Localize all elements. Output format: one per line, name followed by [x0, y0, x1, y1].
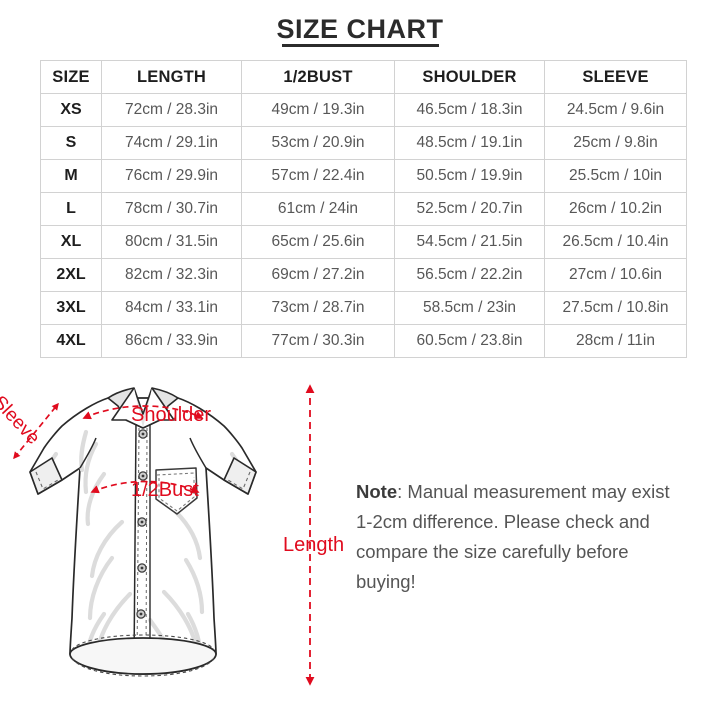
cell-half-bust: 53cm / 20.9in — [241, 126, 395, 160]
size-chart-table: SIZE LENGTH 1/2BUST SHOULDER SLEEVE XS 7… — [40, 60, 687, 358]
label-length: Length — [283, 534, 345, 556]
cell-size: 3XL — [40, 291, 102, 325]
table-header-row: SIZE LENGTH 1/2BUST SHOULDER SLEEVE — [40, 60, 687, 94]
cell-size: XL — [40, 225, 102, 259]
measurement-note: Note: Manual measurement may exist 1-2cm… — [356, 477, 686, 597]
cell-length: 84cm / 33.1in — [101, 291, 242, 325]
cell-sleeve: 26.5cm / 10.4in — [544, 225, 687, 259]
table-row: S 74cm / 29.1in 53cm / 20.9in 48.5cm / 1… — [40, 126, 687, 160]
cell-sleeve: 26cm / 10.2in — [544, 192, 687, 226]
title-underline — [282, 44, 439, 47]
cell-half-bust: 61cm / 24in — [241, 192, 395, 226]
cell-size: S — [40, 126, 102, 160]
column-header-sleeve: SLEEVE — [544, 60, 687, 94]
cell-sleeve: 27cm / 10.6in — [544, 258, 687, 292]
cell-length: 72cm / 28.3in — [101, 93, 242, 127]
cell-size: M — [40, 159, 102, 193]
cell-length: 78cm / 30.7in — [101, 192, 242, 226]
cell-shoulder: 48.5cm / 19.1in — [394, 126, 545, 160]
cell-half-bust: 65cm / 25.6in — [241, 225, 395, 259]
cell-sleeve: 27.5cm / 10.8in — [544, 291, 687, 325]
cell-shoulder: 50.5cm / 19.9in — [394, 159, 545, 193]
page-title: SIZE CHART — [276, 14, 444, 44]
column-header-shoulder: SHOULDER — [394, 60, 545, 94]
placket-stitch-left — [136, 427, 140, 661]
right-armhole-seam — [189, 437, 207, 469]
cell-length: 74cm / 29.1in — [101, 126, 242, 160]
column-header-length: LENGTH — [101, 60, 242, 94]
hem-top-stitch — [71, 634, 215, 651]
cell-half-bust: 77cm / 30.3in — [241, 324, 395, 358]
cell-half-bust: 73cm / 28.7in — [241, 291, 395, 325]
table-row: XS 72cm / 28.3in 49cm / 19.3in 46.5cm / … — [40, 93, 687, 127]
size-chart-table-container: SIZE LENGTH 1/2BUST SHOULDER SLEEVE XS 7… — [40, 60, 687, 358]
shirt-buttons — [136, 429, 148, 619]
length-measure-arrow-svg — [305, 384, 315, 686]
cell-shoulder: 56.5cm / 22.2in — [394, 258, 545, 292]
cell-size: L — [40, 192, 102, 226]
table-row: 2XL 82cm / 32.3in 69cm / 27.2in 56.5cm /… — [40, 258, 687, 292]
placket-left-edge — [133, 423, 137, 665]
placket-stitch-right — [145, 427, 148, 659]
table-row: XL 80cm / 31.5in 65cm / 25.6in 54.5cm / … — [40, 225, 687, 259]
cell-shoulder: 58.5cm / 23in — [394, 291, 545, 325]
half-bust-measure-arrow — [90, 480, 200, 494]
pocket-top-stitch — [156, 472, 196, 476]
cell-size: XS — [40, 93, 102, 127]
cell-length: 80cm / 31.5in — [101, 225, 242, 259]
label-half-bust: 1/2Bust — [131, 479, 199, 501]
table-row: 4XL 86cm / 33.9in 77cm / 30.3in 60.5cm /… — [40, 324, 687, 358]
cell-length: 76cm / 29.9in — [101, 159, 242, 193]
table-row: 3XL 84cm / 33.1in 73cm / 28.7in 58.5cm /… — [40, 291, 687, 325]
right-sleeve-cuff — [223, 457, 257, 495]
cell-size: 4XL — [40, 324, 102, 358]
sleeve-measure-arrow — [13, 402, 59, 460]
shirt-hem — [69, 637, 217, 675]
column-header-size: SIZE — [40, 60, 102, 94]
table-row: L 78cm / 30.7in 61cm / 24in 52.5cm / 20.… — [40, 192, 687, 226]
cell-half-bust: 57cm / 22.4in — [241, 159, 395, 193]
cell-shoulder: 46.5cm / 18.3in — [394, 93, 545, 127]
left-sleeve-cuff — [29, 457, 63, 495]
table-row: M 76cm / 29.9in 57cm / 22.4in 50.5cm / 1… — [40, 159, 687, 193]
column-header-half-bust: 1/2BUST — [241, 60, 395, 94]
left-armhole-seam — [79, 437, 97, 469]
cell-size: 2XL — [40, 258, 102, 292]
label-shoulder: Shoulder — [131, 404, 212, 426]
cell-sleeve: 24.5cm / 9.6in — [544, 93, 687, 127]
cell-half-bust: 69cm / 27.2in — [241, 258, 395, 292]
cell-sleeve: 25.5cm / 10in — [544, 159, 687, 193]
cell-length: 82cm / 32.3in — [101, 258, 242, 292]
cell-shoulder: 54.5cm / 21.5in — [394, 225, 545, 259]
note-label: Note — [356, 481, 398, 502]
cell-sleeve: 25cm / 9.8in — [544, 126, 687, 160]
cell-half-bust: 49cm / 19.3in — [241, 93, 395, 127]
cell-length: 86cm / 33.9in — [101, 324, 242, 358]
shirt-measurement-diagram — [0, 362, 345, 714]
shirt-illustration — [29, 387, 257, 677]
shoulder-measure-arrow — [82, 405, 204, 420]
cell-shoulder: 52.5cm / 20.7in — [394, 192, 545, 226]
cell-sleeve: 28cm / 11in — [544, 324, 687, 358]
shirt-body-outline — [29, 397, 257, 675]
cell-shoulder: 60.5cm / 23.8in — [394, 324, 545, 358]
title-block: SIZE CHART — [0, 14, 720, 47]
hem-bottom-stitch — [71, 657, 215, 677]
note-text: : Manual measurement may exist 1-2cm dif… — [356, 481, 670, 592]
